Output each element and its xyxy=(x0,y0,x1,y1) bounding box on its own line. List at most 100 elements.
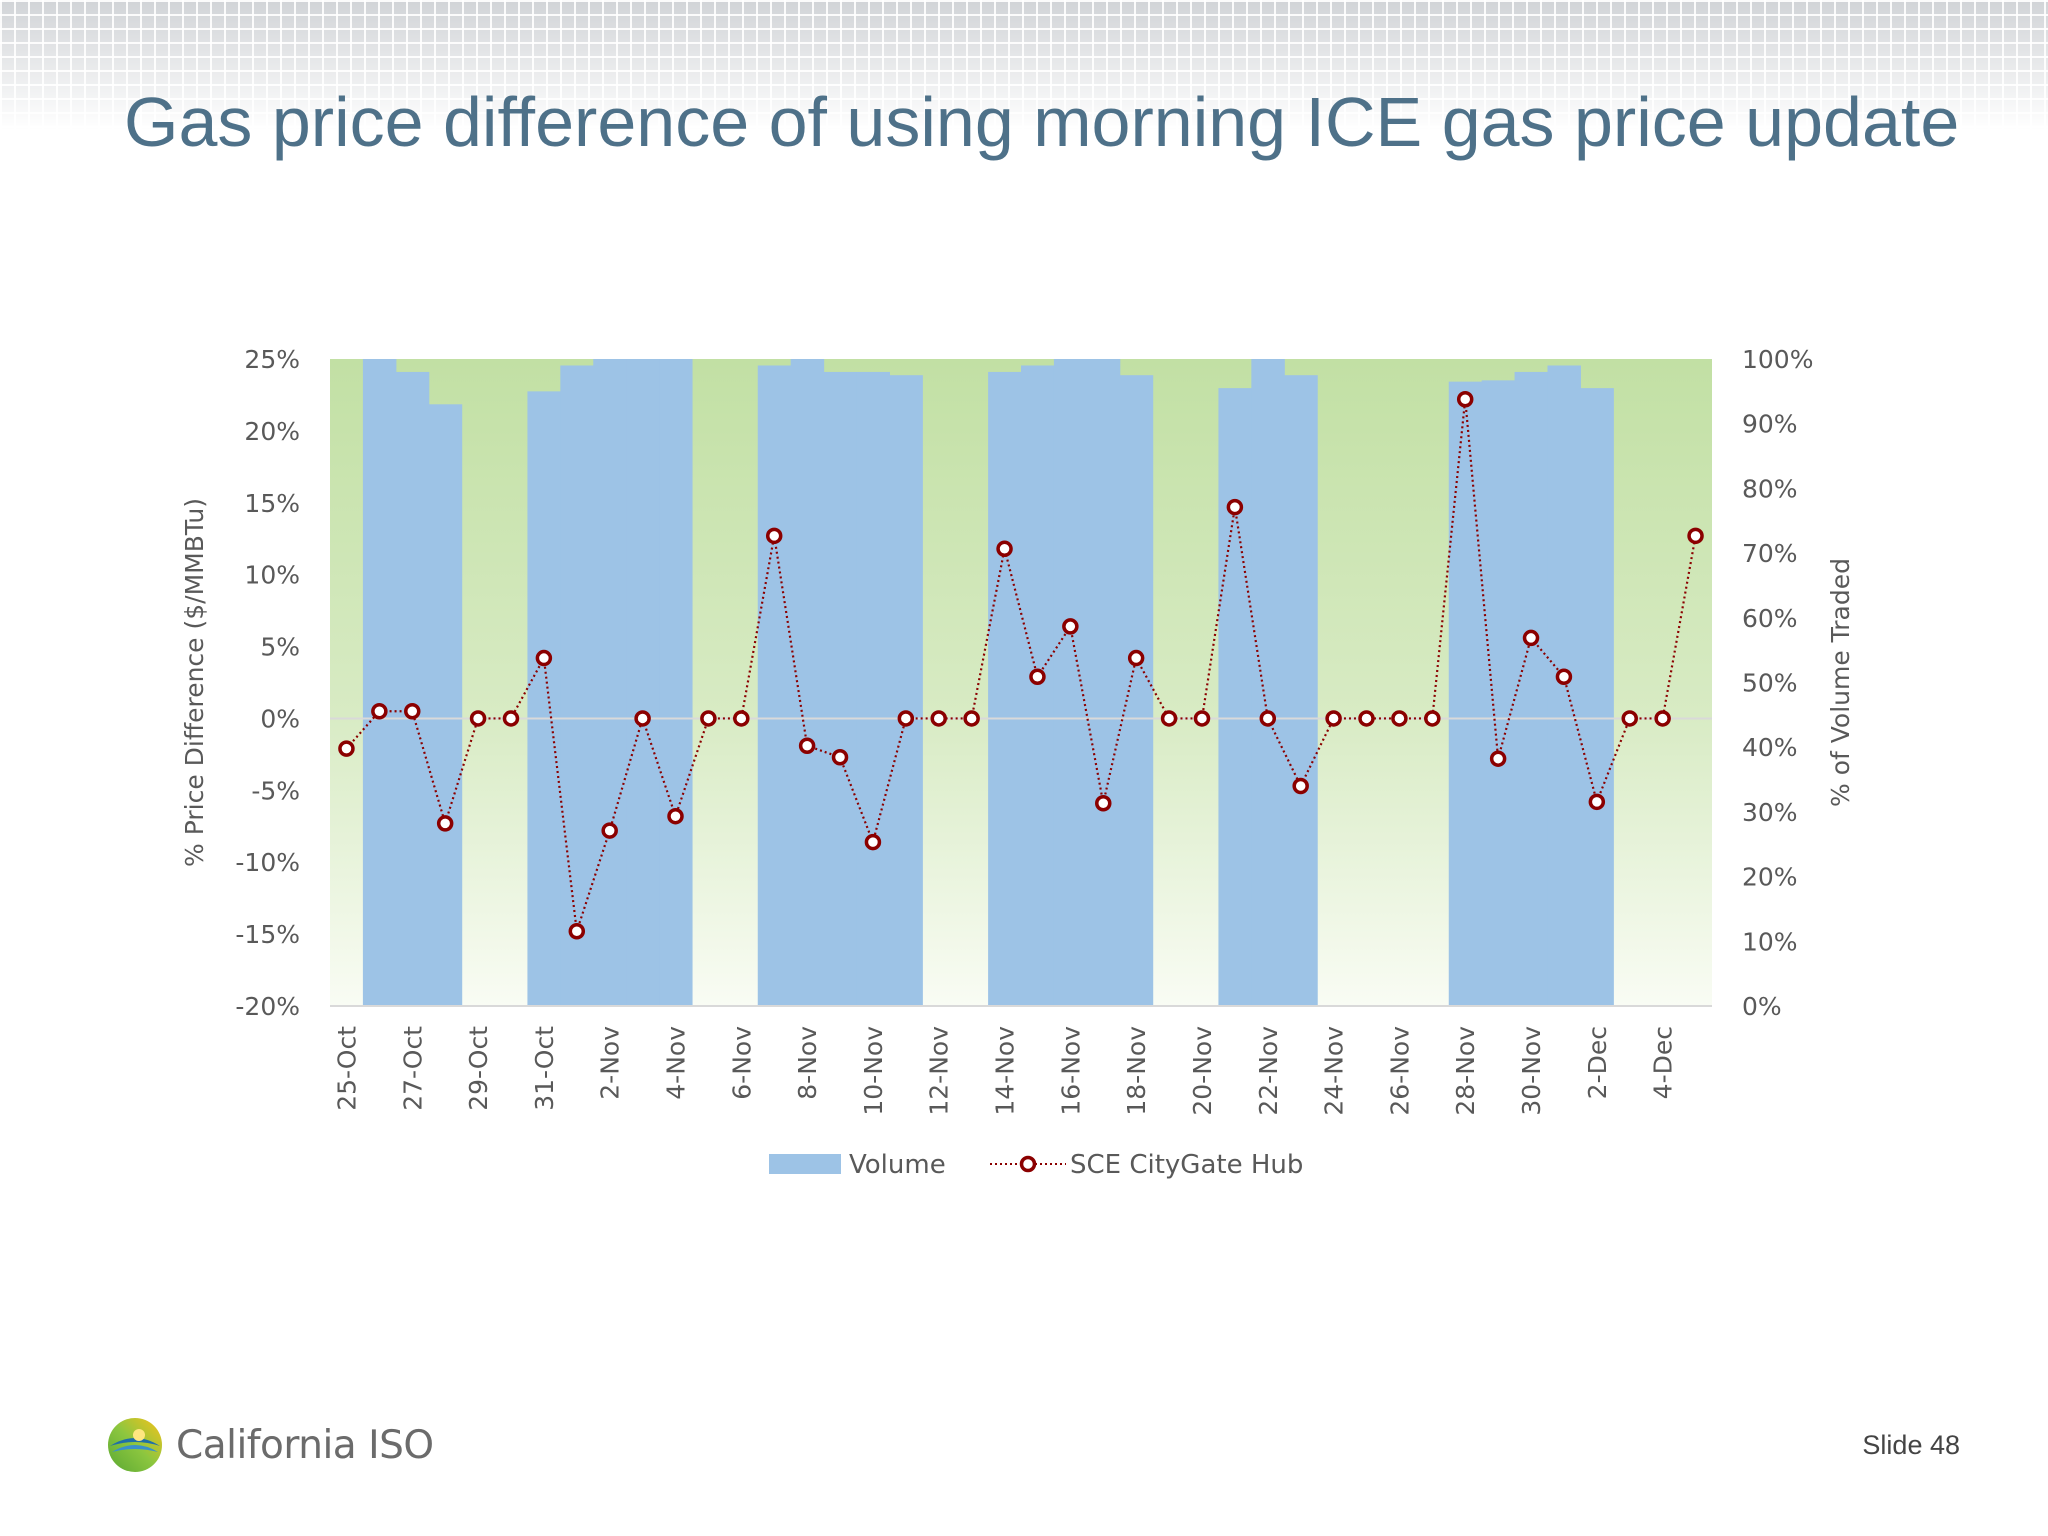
sce-point xyxy=(1292,777,1309,795)
legend-label-volume: Volume xyxy=(849,1150,946,1180)
sce-point xyxy=(1654,710,1671,727)
sce-point xyxy=(1456,391,1474,408)
volume-bar xyxy=(757,365,792,1007)
sce-point xyxy=(1555,668,1573,685)
volume-bar xyxy=(1053,359,1088,1006)
x-tick-label: 24-Nov xyxy=(1320,1026,1349,1116)
y-tick-label: -10% xyxy=(235,848,300,877)
y2-tick-label: 40% xyxy=(1742,733,1798,762)
sce-point xyxy=(700,710,717,727)
sce-point xyxy=(798,737,816,755)
volume-bar xyxy=(1021,365,1055,1007)
x-tick-label: 31-Oct xyxy=(530,1026,559,1111)
sce-point xyxy=(371,703,388,720)
volume-bar xyxy=(988,371,1022,1006)
sce-point xyxy=(1588,793,1606,811)
x-tick-label: 26-Nov xyxy=(1385,1026,1414,1116)
volume-bar xyxy=(1547,365,1581,1007)
sce-point xyxy=(897,710,915,727)
y-axis-title: % Price Difference ($/MMBTu) xyxy=(180,498,209,867)
volume-bar xyxy=(626,359,660,1006)
volume-bar xyxy=(1251,359,1285,1006)
price-line xyxy=(338,391,1704,940)
y-tick-label: 10% xyxy=(244,561,300,590)
y2-tick-label: 10% xyxy=(1742,927,1798,956)
y2-tick-label: 70% xyxy=(1742,539,1798,568)
sce-point xyxy=(469,710,487,727)
volume-bar xyxy=(823,371,858,1006)
sce-point xyxy=(535,649,553,667)
volume-bar xyxy=(1218,388,1252,1006)
sce-point xyxy=(1687,527,1704,545)
sce-point xyxy=(733,710,750,727)
sce-citygate-line xyxy=(345,399,1697,932)
sce-point xyxy=(1127,649,1145,667)
sce-point xyxy=(930,710,947,727)
x-tick-label: 2-Nov xyxy=(596,1026,625,1100)
legend-label-sce: SCE CityGate Hub xyxy=(1070,1150,1303,1180)
x-tick-label: 18-Nov xyxy=(1122,1026,1151,1116)
sce-point xyxy=(667,807,684,825)
volume-bar xyxy=(1481,380,1516,1007)
x-tick-label: 22-Nov xyxy=(1254,1026,1283,1116)
x-tick-label: 16-Nov xyxy=(1056,1026,1085,1116)
sce-point xyxy=(1160,710,1178,727)
x-tick-label: 8-Nov xyxy=(793,1026,822,1100)
y-tick-label: 15% xyxy=(244,489,300,518)
volume-bar xyxy=(362,359,397,1006)
sce-point xyxy=(404,703,421,720)
volume-bar xyxy=(1119,375,1154,1006)
x-tick-label: 29-Oct xyxy=(464,1026,493,1111)
gridlines xyxy=(330,717,1712,1007)
volume-bar xyxy=(856,371,890,1006)
volume-bar xyxy=(560,365,594,1007)
x-tick-label: 14-Nov xyxy=(991,1026,1020,1116)
sce-point xyxy=(1029,668,1046,685)
x-tick-label: 27-Oct xyxy=(398,1026,427,1111)
y2-tick-label: 50% xyxy=(1742,669,1798,698)
california-iso-logo: California ISO xyxy=(106,1416,434,1474)
y2-tick-label: 90% xyxy=(1742,410,1798,439)
sce-point xyxy=(996,540,1013,558)
logo-text: California ISO xyxy=(176,1422,434,1468)
sce-point xyxy=(634,710,651,727)
sce-point xyxy=(1325,710,1342,727)
sce-point xyxy=(831,749,849,766)
y2-tick-label: 60% xyxy=(1742,604,1798,633)
legend-swatch-marker xyxy=(1019,1155,1037,1173)
volume-bar xyxy=(790,359,825,1006)
volume-bar xyxy=(1514,371,1549,1006)
sce-point xyxy=(1522,629,1540,647)
volume-bar xyxy=(593,359,627,1006)
y-tick-label: 25% xyxy=(244,345,300,374)
sce-point xyxy=(1259,710,1277,727)
x-tick-label: 2-Dec xyxy=(1583,1026,1612,1099)
axes: 25% 20% 15% 10% 5% 0% -5% -10% -15% -20% 100% 90% 80… xyxy=(180,345,1855,1116)
x-tick-label: 4-Dec xyxy=(1649,1026,1678,1099)
y-tick-label: -5% xyxy=(251,776,300,805)
volume-bar xyxy=(395,371,430,1006)
y2-tick-label: 30% xyxy=(1742,798,1798,827)
y2-tick-label: 80% xyxy=(1742,474,1798,503)
slide-number: Slide 48 xyxy=(1862,1430,1960,1460)
legend-swatch-volume xyxy=(769,1154,841,1174)
sce-point xyxy=(765,527,783,545)
sce-point xyxy=(1391,710,1408,727)
y2-tick-label: 100% xyxy=(1742,345,1813,374)
volume-bar xyxy=(1086,359,1121,1006)
x-tick-label: 10-Nov xyxy=(859,1026,888,1116)
sce-point xyxy=(1621,710,1638,727)
y-tick-label: 20% xyxy=(244,417,300,446)
slide-title: Gas price difference of using morning IC… xyxy=(124,83,1960,161)
x-tick-label: 20-Nov xyxy=(1188,1026,1217,1116)
sce-point xyxy=(963,710,980,727)
volume-bar xyxy=(428,404,463,1006)
volume-bar xyxy=(889,375,923,1006)
sce-point xyxy=(338,740,355,757)
sce-point xyxy=(601,822,618,839)
volume-bars xyxy=(362,359,1614,1007)
sce-point xyxy=(1095,795,1112,812)
sce-point xyxy=(1358,710,1375,727)
sce-point xyxy=(1193,710,1211,727)
